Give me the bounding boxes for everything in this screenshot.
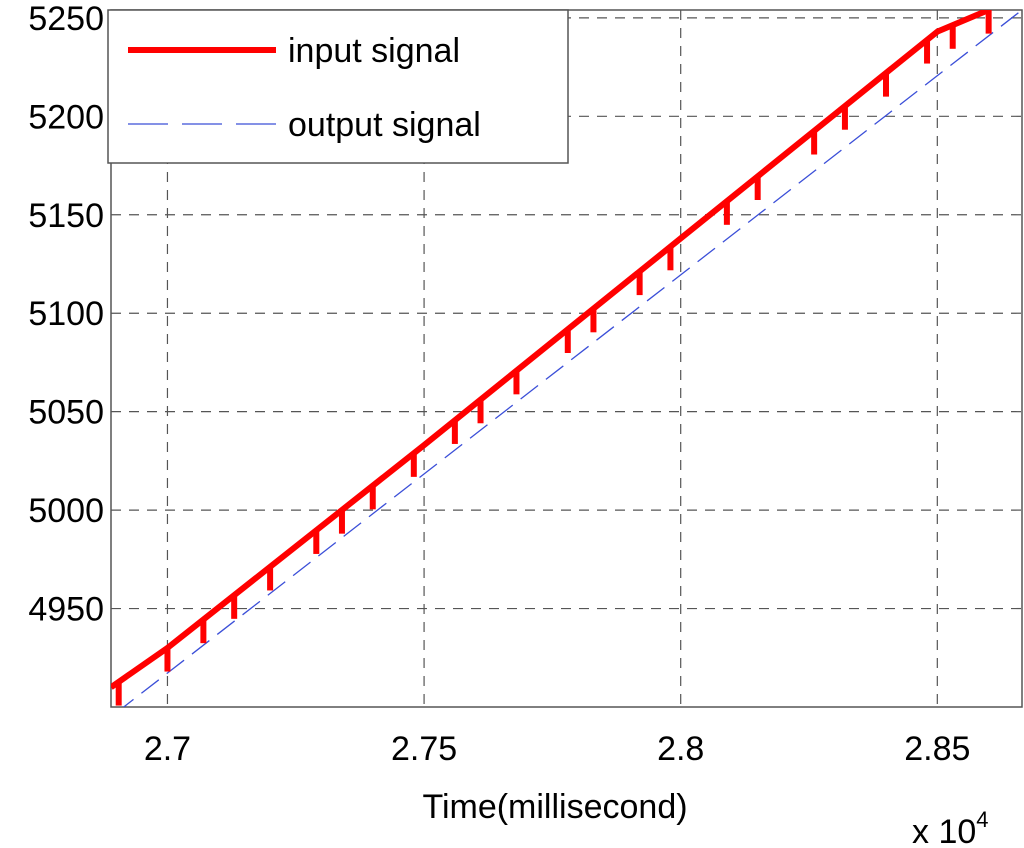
y-tick-label: 5050 xyxy=(28,394,104,432)
x-tick-label: 2.85 xyxy=(904,730,970,768)
x-tick-label: 2.8 xyxy=(657,730,704,768)
x-tick-label: 2.75 xyxy=(391,730,457,768)
legend-box xyxy=(107,9,569,164)
legend: input signal output signal xyxy=(107,9,569,164)
y-tick-label: 4950 xyxy=(28,591,104,629)
legend-label-output-signal: output signal xyxy=(288,106,481,144)
x-multiplier: x 104 xyxy=(912,807,989,848)
y-tick-labels: 4950 5000 5050 5100 5150 5200 5250 xyxy=(28,0,104,629)
series-line-input-signal xyxy=(111,10,990,690)
y-tick-label: 5200 xyxy=(28,98,104,136)
x-tick-label: 2.7 xyxy=(144,730,191,768)
x-multiplier-base: x 10 xyxy=(912,813,976,848)
y-tick-label: 5100 xyxy=(28,295,104,333)
series-group xyxy=(111,10,1022,707)
y-tick-label: 5150 xyxy=(28,197,104,235)
y-tick-label: 5250 xyxy=(28,0,104,38)
x-axis-label: Time(millisecond) xyxy=(422,788,687,826)
legend-label-input-signal: input signal xyxy=(288,32,460,70)
y-tick-label: 5000 xyxy=(28,492,104,530)
x-multiplier-exponent: 4 xyxy=(976,807,988,832)
x-tick-labels: 2.7 2.75 2.8 2.85 xyxy=(144,730,971,768)
